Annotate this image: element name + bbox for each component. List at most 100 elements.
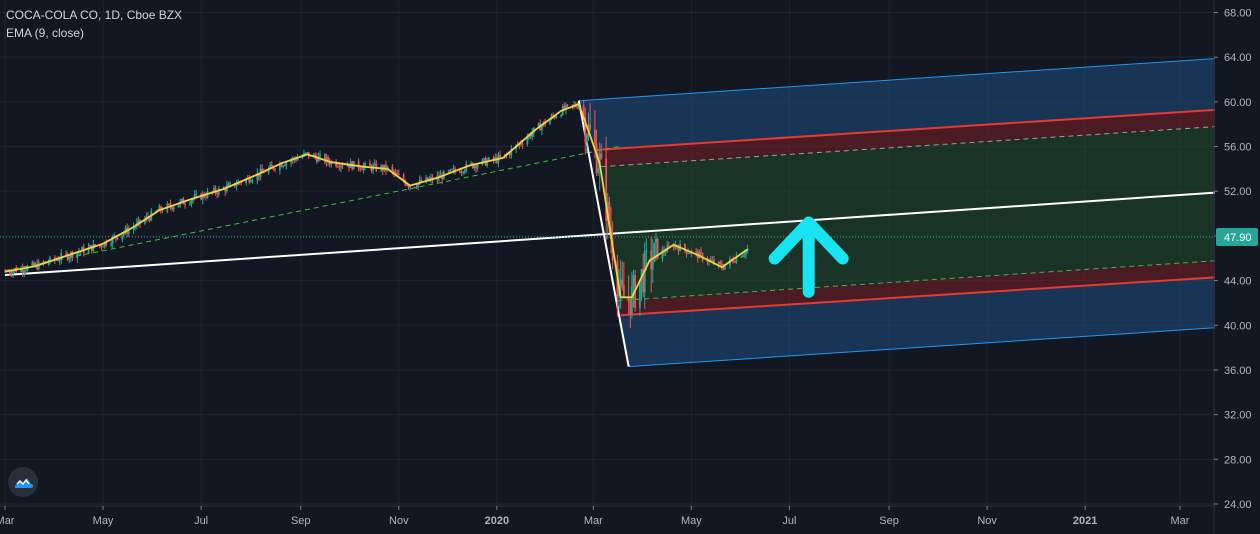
candle-body bbox=[520, 143, 522, 145]
candle-body bbox=[537, 123, 540, 128]
candle-body bbox=[629, 298, 632, 315]
candle-body bbox=[71, 252, 74, 259]
price-axis-bg bbox=[1215, 0, 1260, 534]
annotation-group bbox=[768, 216, 849, 298]
candle-body bbox=[362, 166, 365, 170]
candle-body bbox=[651, 261, 654, 270]
candle-body bbox=[373, 163, 376, 166]
candle-body bbox=[102, 246, 104, 248]
candle-body bbox=[521, 144, 524, 145]
time-tick-label: 2020 bbox=[485, 515, 509, 527]
candle-body bbox=[269, 164, 272, 169]
candle-body bbox=[227, 183, 230, 186]
time-tick-label: 2021 bbox=[1073, 515, 1097, 527]
candle-body bbox=[475, 165, 477, 169]
indicator-label[interactable]: EMA (9, close) bbox=[6, 26, 85, 40]
price-tick-label: 28.00 bbox=[1224, 454, 1252, 466]
candle-body bbox=[280, 163, 283, 167]
candle-body bbox=[383, 164, 386, 171]
candle-body bbox=[573, 104, 575, 106]
band-bottom-red bbox=[617, 258, 1253, 316]
candle-body bbox=[148, 218, 151, 221]
price-axis[interactable]: 24.0028.0032.0036.0040.0044.0048.0052.00… bbox=[1214, 0, 1260, 534]
band-top-blue bbox=[578, 56, 1253, 150]
candle-body bbox=[216, 192, 219, 195]
candle-body bbox=[462, 171, 465, 173]
candle-body bbox=[193, 194, 196, 199]
candle-body bbox=[499, 155, 501, 157]
candle-body bbox=[306, 152, 309, 153]
candle-body bbox=[740, 256, 743, 258]
candle-body bbox=[605, 158, 608, 221]
last-price-tag-label: 47.90 bbox=[1224, 232, 1252, 244]
candle-body bbox=[695, 250, 698, 252]
candle-body bbox=[415, 187, 418, 188]
candle-body bbox=[712, 259, 715, 265]
candle-body bbox=[709, 259, 712, 261]
candle-body bbox=[391, 166, 394, 171]
candle-body bbox=[23, 271, 26, 273]
candle-body bbox=[180, 198, 183, 201]
time-tick-label: Mar bbox=[1171, 515, 1190, 527]
price-tick-label: 24.00 bbox=[1224, 499, 1252, 511]
candle-body bbox=[24, 270, 27, 272]
candle-body bbox=[540, 125, 543, 131]
candle-body bbox=[632, 275, 635, 287]
candle-body bbox=[282, 165, 284, 167]
time-tick-label: Mar bbox=[584, 515, 603, 527]
symbol-title[interactable]: COCA-COLA CO, 1D, Cboe BZX bbox=[6, 8, 183, 22]
candle-body bbox=[724, 265, 727, 270]
candle-body bbox=[116, 237, 119, 240]
candle-body bbox=[171, 207, 174, 210]
candle-body bbox=[87, 247, 90, 254]
candle-body bbox=[143, 219, 146, 224]
candle-body bbox=[508, 152, 511, 156]
candle-body bbox=[172, 207, 175, 210]
price-tick-label: 64.00 bbox=[1224, 52, 1252, 64]
ema-line bbox=[4, 103, 749, 299]
candle-body bbox=[47, 262, 50, 264]
candle-body bbox=[274, 169, 276, 171]
candle-body bbox=[158, 206, 161, 212]
candle-body bbox=[341, 165, 344, 167]
candle-body bbox=[677, 247, 680, 252]
candle-body bbox=[314, 154, 317, 157]
price-tick-label: 44.00 bbox=[1224, 276, 1252, 288]
candle-body bbox=[706, 260, 709, 262]
candle-body bbox=[526, 137, 529, 145]
tradingview-logo[interactable] bbox=[8, 467, 38, 497]
time-axis[interactable]: Mar May Jul Sep Nov 2020 Mar May Jul Sep Nov 2021 Ma… bbox=[0, 506, 1190, 527]
candle-body bbox=[396, 172, 399, 175]
candle-body bbox=[251, 180, 254, 182]
candle-body bbox=[684, 244, 686, 250]
candle-body bbox=[420, 179, 423, 183]
candle-body bbox=[53, 257, 56, 260]
time-tick-label: Nov bbox=[977, 515, 997, 527]
candle-body bbox=[407, 185, 410, 188]
candle-body bbox=[267, 168, 270, 174]
candle-body bbox=[743, 254, 746, 256]
trend-dashed-line bbox=[4, 146, 620, 272]
candle-body bbox=[240, 182, 243, 184]
candle-body bbox=[595, 144, 598, 174]
pitchfork-inner-top-dashed bbox=[601, 123, 1253, 168]
candle-body bbox=[100, 244, 103, 247]
candle-body bbox=[340, 165, 342, 168]
candle-body bbox=[160, 206, 162, 211]
candle-body bbox=[31, 262, 34, 267]
price-tick-label: 56.00 bbox=[1224, 142, 1252, 154]
candle-body bbox=[68, 257, 71, 260]
candle-body bbox=[245, 178, 248, 184]
candle-body bbox=[127, 229, 130, 234]
candle-body bbox=[594, 129, 596, 145]
candle-body bbox=[76, 252, 79, 259]
candle-body bbox=[473, 165, 476, 169]
time-tick-label: May bbox=[681, 515, 702, 527]
candle-body bbox=[722, 268, 725, 270]
candle-body bbox=[741, 255, 744, 258]
ema-line-group bbox=[4, 103, 749, 299]
candle-body bbox=[510, 148, 513, 156]
candle-body bbox=[630, 286, 633, 315]
candle-body bbox=[667, 245, 670, 247]
